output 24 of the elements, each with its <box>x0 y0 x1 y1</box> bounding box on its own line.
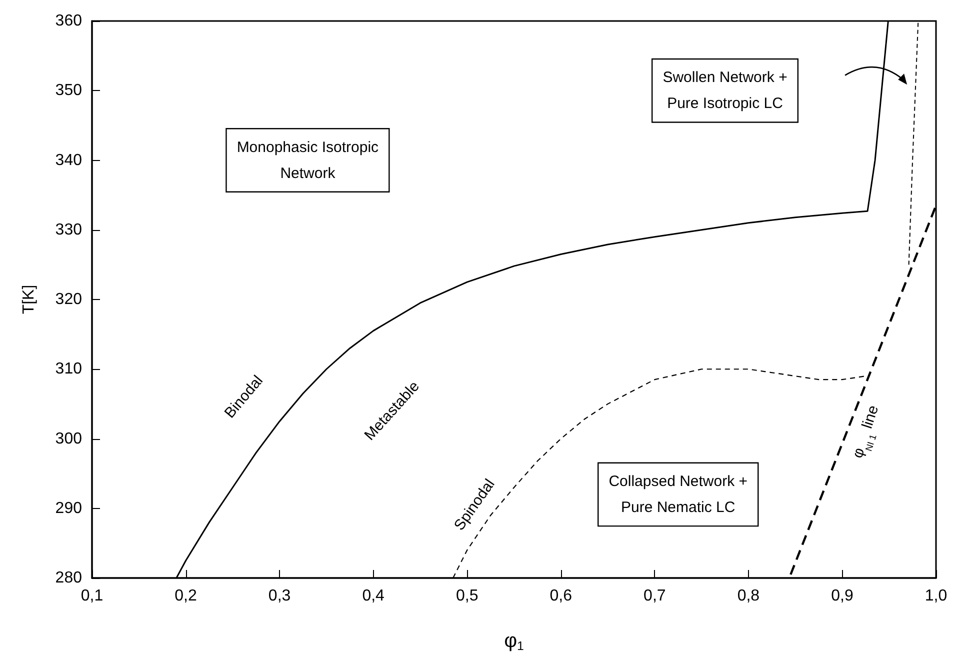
y-tick-label: 310 <box>55 360 82 378</box>
y-tick-label: 320 <box>55 291 82 308</box>
annotation: φNI 1 line <box>849 403 882 460</box>
annotation: Monophasic Isotropic Network <box>236 138 380 182</box>
y-tick-label: 360 <box>55 12 82 30</box>
x-tick-label: 0,6 <box>550 588 572 604</box>
x-tick-label: 1,0 <box>924 588 948 604</box>
x-tick-label: 0,2 <box>174 588 197 604</box>
x-tick-label: 0,1 <box>80 588 104 604</box>
x-tick-label: 0,8 <box>737 588 760 604</box>
y-tick-label: 300 <box>55 430 82 448</box>
x-tick-label: 0,3 <box>268 588 291 604</box>
y-axis-title: T[K] <box>20 284 38 314</box>
x-tick-label: 0,9 <box>831 588 854 604</box>
annotation: Collapsed Network + Pure Nematic LC <box>608 472 748 516</box>
y-tick-label: 340 <box>55 152 82 169</box>
y-tick-label: 350 <box>55 82 82 100</box>
y-tick-label: 280 <box>55 570 82 586</box>
x-tick-label: 0,7 <box>644 588 666 604</box>
x-tick-label: 0,4 <box>362 588 385 604</box>
annotation: Swollen Network + Pure Isotropic LC <box>662 69 788 112</box>
y-tick-label: 290 <box>55 500 82 517</box>
x-tick-label: 0,5 <box>456 588 478 604</box>
y-tick-label: 330 <box>55 221 82 238</box>
